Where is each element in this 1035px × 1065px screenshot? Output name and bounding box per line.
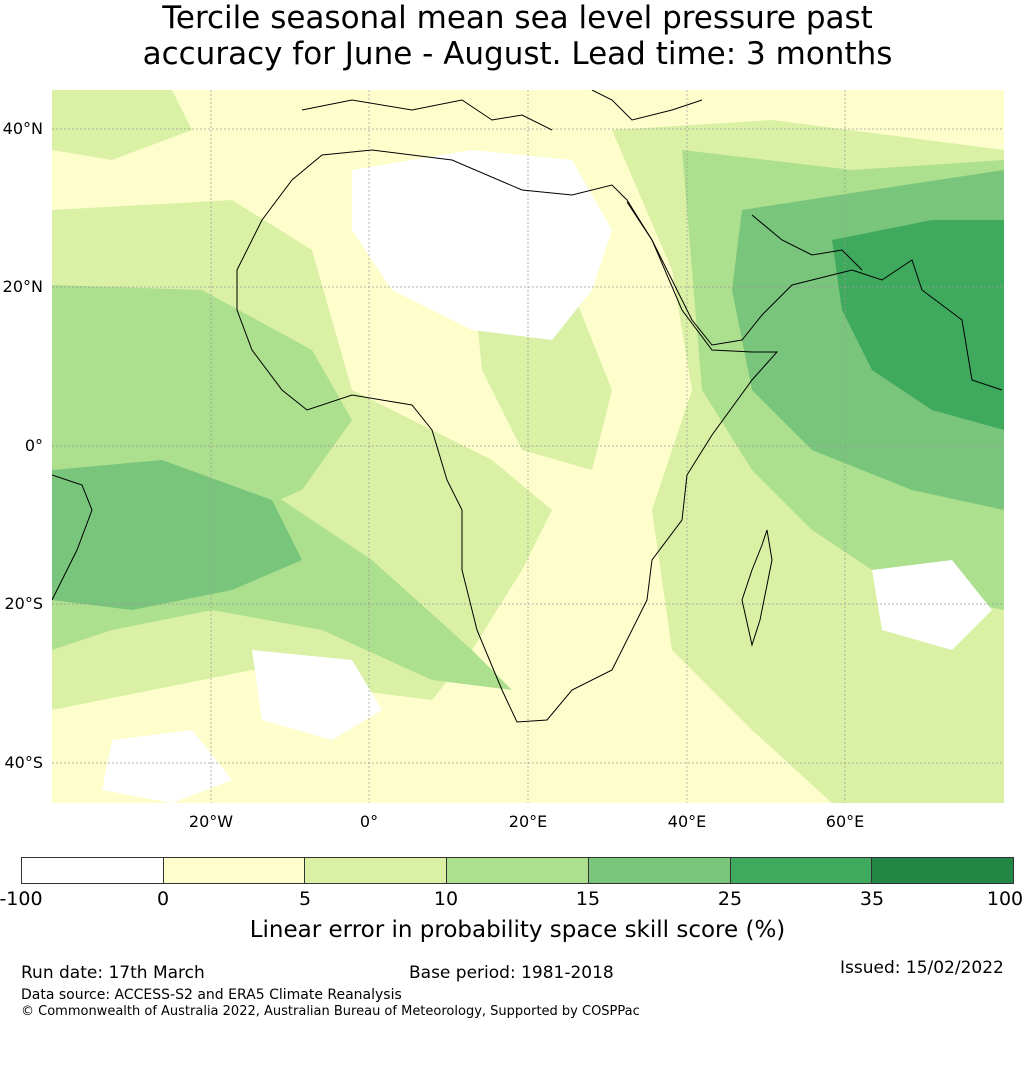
lat-label-40n: 40°N [2, 119, 43, 138]
lat-label-20s: 20°S [4, 594, 43, 613]
coastlines [52, 90, 1003, 723]
data-source: Data source: ACCESS-S2 and ERA5 Climate … [21, 987, 402, 1003]
lat-label-40s: 40°S [4, 753, 43, 772]
colorbar-tick: -100 [0, 888, 43, 910]
colorbar-label: Linear error in probability space skill … [249, 917, 786, 943]
colorbar-tick: 100 [986, 888, 1024, 910]
base-period: Base period: 1981-2018 [409, 963, 614, 983]
skill-map [52, 90, 1004, 803]
run-date: Run date: 17th March [21, 963, 205, 983]
copyright: © Commonwealth of Australia 2022, Austra… [21, 1004, 640, 1019]
colorbar-segment [305, 858, 448, 883]
skill-band-25-35 [832, 220, 1004, 430]
colorbar-tick: 5 [298, 888, 312, 910]
colorbar-segment [22, 858, 164, 883]
lat-label-20n: 20°N [2, 277, 43, 296]
chart-title: Tercile seasonal mean sea level pressure… [0, 0, 1035, 72]
lon-label-0: 0° [359, 812, 379, 831]
lat-label-0: 0° [24, 436, 43, 455]
colorbar-segment [163, 858, 306, 883]
lon-label-40e: 40°E [667, 812, 707, 831]
colorbar-tick: 10 [433, 888, 459, 910]
skill-band-negative [102, 150, 992, 803]
colorbar-tick: 35 [859, 888, 885, 910]
colorbar-tick: 25 [717, 888, 743, 910]
graticule [52, 90, 1004, 803]
colorbar-segment [588, 858, 731, 883]
colorbar-segment [872, 858, 1014, 883]
map-canvas [52, 90, 1004, 803]
colorbar-tick: 0 [156, 888, 170, 910]
colorbar-segment [447, 858, 589, 883]
lon-label-20e: 20°E [508, 812, 548, 831]
title-line-2: accuracy for June - August. Lead time: 3… [142, 36, 893, 72]
colorbar [21, 857, 1014, 884]
colorbar-segment [730, 858, 873, 883]
colorbar-tick: 15 [575, 888, 601, 910]
lon-label-20w: 20°W [188, 812, 234, 831]
title-line-1: Tercile seasonal mean sea level pressure… [162, 0, 873, 36]
issued-date: Issued: 15/02/2022 [840, 958, 1004, 978]
lon-label-60e: 60°E [825, 812, 865, 831]
